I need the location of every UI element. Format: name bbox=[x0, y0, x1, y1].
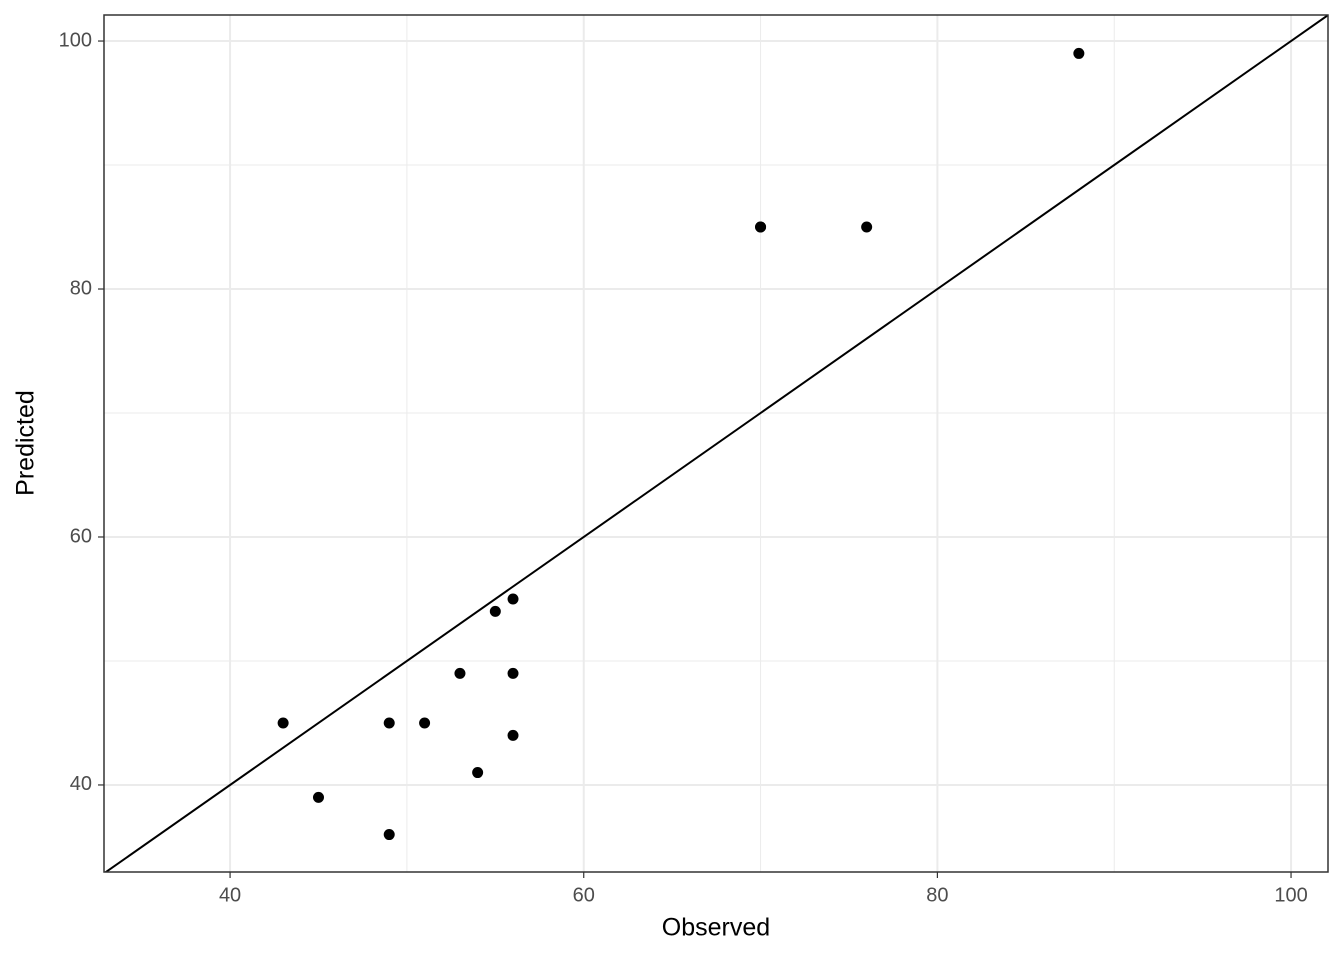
point bbox=[755, 221, 767, 233]
x-axis-title: Observed bbox=[662, 914, 770, 942]
point bbox=[507, 729, 519, 741]
x-tick-label: 100 bbox=[1274, 884, 1307, 906]
y-tick-label: 80 bbox=[70, 277, 92, 299]
point bbox=[1073, 47, 1085, 59]
point bbox=[277, 717, 289, 729]
point bbox=[507, 593, 519, 605]
point bbox=[861, 221, 873, 233]
y-tick-label: 60 bbox=[70, 525, 92, 547]
y-tick-label: 40 bbox=[70, 773, 92, 795]
point bbox=[419, 717, 431, 729]
panel-border bbox=[103, 14, 1329, 873]
point bbox=[454, 667, 466, 679]
point bbox=[507, 667, 519, 679]
point bbox=[383, 717, 395, 729]
x-tick-label: 40 bbox=[219, 884, 241, 906]
y-axis-title: Predicted bbox=[12, 390, 40, 496]
reference-line bbox=[104, 15, 1328, 872]
point bbox=[489, 605, 501, 617]
point bbox=[312, 791, 324, 803]
point bbox=[472, 767, 484, 779]
x-tick-label: 60 bbox=[573, 884, 595, 906]
x-tick-label: 80 bbox=[926, 884, 948, 906]
point bbox=[383, 829, 395, 841]
y-tick-label: 100 bbox=[59, 29, 92, 51]
